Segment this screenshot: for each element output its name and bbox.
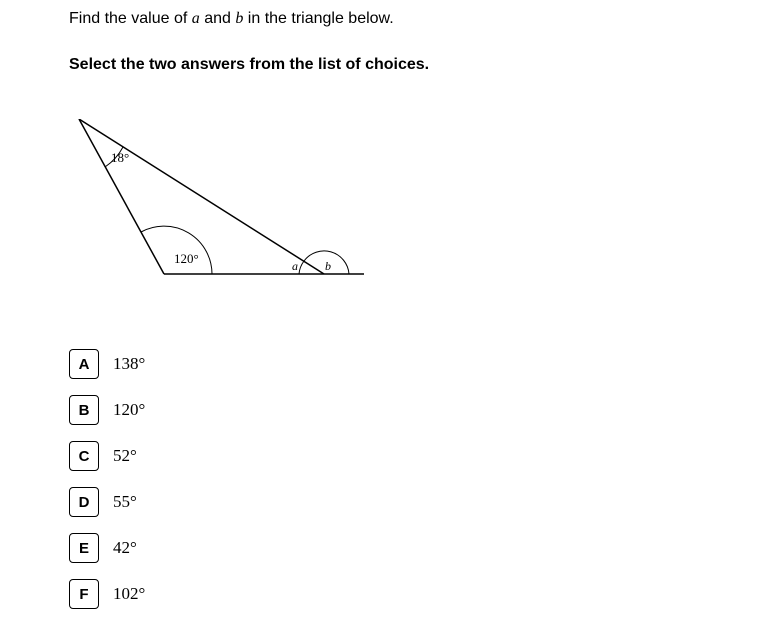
question-prefix: Find the value of — [69, 10, 187, 27]
question-connector: and — [200, 10, 236, 27]
choice-letter-c[interactable]: C — [69, 441, 99, 471]
angle-b-label: b — [325, 259, 331, 273]
choice-value-e: 42° — [113, 538, 137, 558]
choice-value-f: 102° — [113, 584, 145, 604]
choice-value-c: 52° — [113, 446, 137, 466]
instruction-text: Select the two answers from the list of … — [69, 56, 764, 74]
choice-value-b: 120° — [113, 400, 145, 420]
choices-list: A 138° B 120° C 52° D 55° E 42° F 102° — [69, 349, 764, 609]
choice-item: D 55° — [69, 487, 764, 517]
choice-value-d: 55° — [113, 492, 137, 512]
triangle-diagram: 18° 120° a b — [69, 119, 429, 299]
choice-item: B 120° — [69, 395, 764, 425]
top-angle-label: 18° — [111, 150, 129, 165]
triangle-left-side — [79, 119, 164, 274]
angle-a-label: a — [292, 259, 298, 273]
question-text: Find the value of a and b in the triangl… — [69, 10, 764, 28]
choice-item: E 42° — [69, 533, 764, 563]
variable-a: a — [192, 10, 200, 27]
choice-letter-e[interactable]: E — [69, 533, 99, 563]
choice-letter-a[interactable]: A — [69, 349, 99, 379]
choice-item: A 138° — [69, 349, 764, 379]
question-suffix: in the triangle below. — [243, 10, 393, 27]
choice-item: C 52° — [69, 441, 764, 471]
choice-letter-f[interactable]: F — [69, 579, 99, 609]
triangle-hypotenuse — [79, 119, 324, 274]
choice-value-a: 138° — [113, 354, 145, 374]
triangle-svg: 18° 120° a b — [69, 119, 429, 299]
choice-letter-d[interactable]: D — [69, 487, 99, 517]
choice-letter-b[interactable]: B — [69, 395, 99, 425]
angle-a-arc — [299, 261, 304, 274]
choice-item: F 102° — [69, 579, 764, 609]
bottom-left-angle-label: 120° — [174, 251, 199, 266]
